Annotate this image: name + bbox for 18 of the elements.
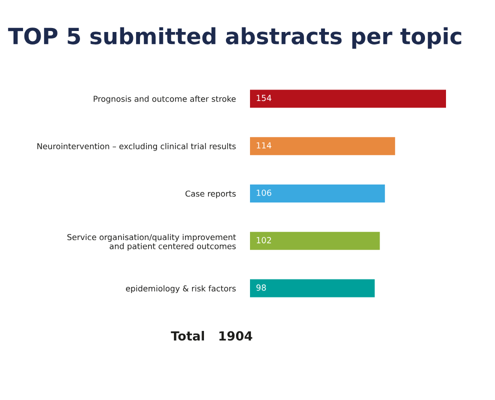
data-label: 98 — [256, 284, 266, 291]
chart-title: TOP 5 submitted abstracts per topic — [8, 27, 462, 49]
data-label: 102 — [256, 237, 271, 244]
data-label: 114 — [256, 142, 272, 148]
y-tick-label: epidemiology & risk factors — [126, 285, 236, 294]
text: 1904 — [219, 331, 252, 341]
bar — [250, 137, 396, 156]
bar — [250, 184, 385, 203]
data-label: 106 — [256, 190, 272, 196]
bar — [250, 90, 446, 108]
text: Total — [170, 330, 204, 341]
y-tick-label: Service organisation/quality improvement and patient centered outcomes — [67, 234, 236, 251]
bar — [250, 279, 375, 298]
bar — [250, 232, 380, 250]
y-tick-label: Prognosis and outcome after stroke — [94, 96, 236, 104]
y-tick-label: Case reports — [185, 190, 236, 198]
data-label: 154 — [256, 94, 272, 102]
y-tick-label: Neurointervention – excluding clinical trial results — [37, 143, 236, 151]
